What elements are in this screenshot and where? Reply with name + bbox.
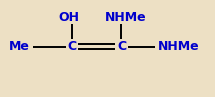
Text: C: C [68,40,77,53]
Text: NHMe: NHMe [158,40,199,53]
Text: NHMe: NHMe [105,11,147,24]
Text: C: C [117,40,126,53]
Text: OH: OH [58,11,79,24]
Text: Me: Me [9,40,30,53]
